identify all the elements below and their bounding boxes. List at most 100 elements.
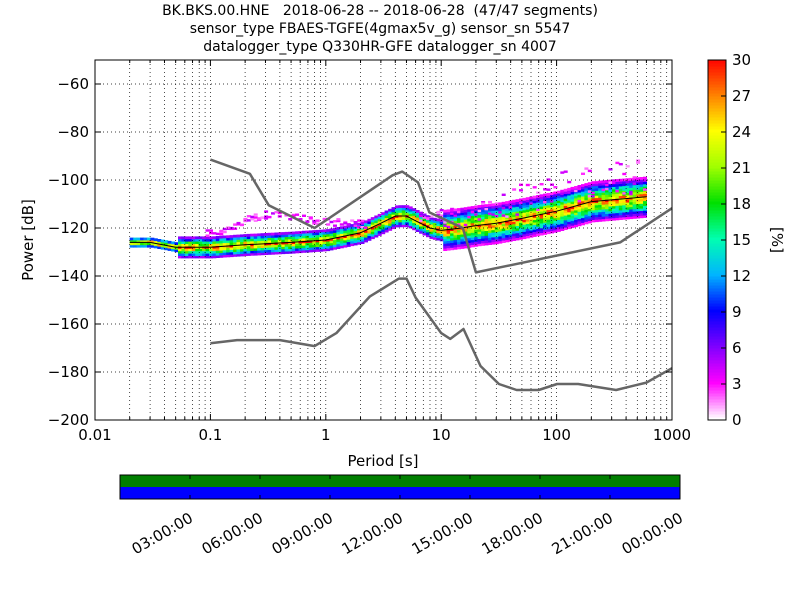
- heatmap-cell: [501, 204, 506, 207]
- heatmap-cell: [257, 245, 262, 249]
- heatmap-cell: [584, 183, 589, 186]
- heatmap-cell: [584, 214, 589, 218]
- heatmap-cell: [443, 214, 448, 218]
- heatmap-cell: [550, 211, 554, 215]
- heatmap-cell: [584, 167, 589, 170]
- heatmap-cell: [587, 203, 592, 207]
- heatmap-cell: [639, 213, 644, 216]
- heatmap-cell: [481, 238, 486, 241]
- heatmap-cell: [222, 249, 227, 253]
- heatmap-cell: [374, 232, 379, 236]
- heatmap-cell: [512, 211, 517, 215]
- heatmap-cell: [629, 177, 634, 181]
- heatmap-cell: [346, 224, 351, 228]
- heatmap-cell: [570, 201, 575, 205]
- heatmap-cell: [360, 234, 365, 237]
- heatmap-cell: [594, 214, 599, 218]
- heatmap-cell: [494, 219, 499, 223]
- heatmap-cell: [229, 239, 234, 243]
- heatmap-cell: [574, 207, 579, 211]
- heatmap-cell: [329, 220, 334, 224]
- heatmap-cell: [233, 223, 238, 226]
- ppsd-heatmap: [129, 159, 647, 259]
- heatmap-cell: [556, 221, 561, 225]
- heatmap-cell: [587, 191, 592, 195]
- heatmap-cell: [488, 208, 492, 212]
- heatmap-cell: [643, 198, 647, 202]
- heatmap-cell: [339, 243, 344, 246]
- heatmap-cell: [505, 229, 510, 233]
- heatmap-cell: [591, 207, 596, 211]
- heatmap-cell: [512, 219, 517, 222]
- colorbar-segment: [708, 180, 726, 184]
- heatmap-cell: [188, 238, 193, 242]
- heatmap-cell: [532, 212, 537, 216]
- heatmap-cell: [401, 205, 406, 208]
- heatmap-cell: [426, 217, 430, 220]
- heatmap-cell: [515, 201, 520, 205]
- heatmap-cell: [577, 200, 582, 203]
- heatmap-cell: [567, 219, 572, 222]
- heatmap-cell: [212, 253, 217, 256]
- heatmap-cell: [560, 213, 565, 217]
- heatmap-cell: [450, 212, 455, 215]
- heatmap-cell: [450, 213, 455, 217]
- heatmap-cell: [274, 234, 279, 238]
- heatmap-cell: [308, 230, 313, 234]
- heatmap-cell: [178, 241, 182, 244]
- heatmap-cell: [519, 234, 523, 238]
- heatmap-cell: [315, 222, 320, 225]
- heatmap-cell: [605, 206, 610, 210]
- heatmap-cell: [467, 240, 472, 243]
- colorbar-segment: [708, 351, 726, 355]
- heatmap-cell: [632, 204, 637, 207]
- heatmap-cell: [326, 241, 331, 244]
- heatmap-cell: [408, 218, 413, 222]
- heatmap-cell: [236, 253, 241, 257]
- heatmap-cell: [563, 196, 568, 199]
- heatmap-cell: [539, 215, 544, 219]
- heatmap-cell: [501, 218, 506, 222]
- heatmap-cell: [484, 221, 489, 224]
- heatmap-cell: [264, 237, 269, 241]
- colorbar-segment: [708, 411, 726, 415]
- heatmap-cell: [460, 212, 465, 216]
- heatmap-cell: [512, 226, 517, 229]
- heatmap-cell: [560, 209, 565, 212]
- heatmap-cell: [553, 196, 558, 200]
- heatmap-cell: [498, 211, 503, 214]
- heatmap-cell: [450, 240, 455, 243]
- heatmap-cell: [450, 225, 455, 229]
- colorbar-segment: [708, 222, 726, 226]
- colorbar-segment: [708, 63, 726, 67]
- colorbar-segment: [708, 315, 726, 319]
- heatmap-cell: [401, 217, 406, 220]
- heatmap-cell: [484, 230, 489, 234]
- heatmap-cell: [439, 214, 444, 217]
- heatmap-cell: [374, 220, 379, 224]
- heatmap-cell: [129, 244, 134, 248]
- heatmap-cell: [377, 230, 382, 234]
- heatmap-cell: [481, 228, 486, 232]
- heatmap-cell: [457, 234, 461, 238]
- colorbar-segment: [708, 390, 726, 394]
- heatmap-cell: [395, 212, 399, 216]
- heatmap-cell: [450, 218, 455, 222]
- heatmap-cell: [629, 194, 634, 198]
- heatmap-cell: [267, 240, 272, 243]
- heatmap-cell: [243, 234, 248, 237]
- heatmap-cell: [429, 233, 434, 237]
- heatmap-cell: [164, 240, 169, 243]
- heatmap-cell: [570, 218, 575, 221]
- heatmap-cell: [622, 178, 627, 182]
- heatmap-cell: [333, 244, 337, 248]
- y-tick-label: −180: [48, 363, 89, 381]
- heatmap-cell: [246, 236, 251, 240]
- heatmap-cell: [581, 188, 585, 192]
- heatmap-cell: [546, 188, 551, 191]
- heatmap-cell: [215, 232, 220, 236]
- heatmap-cell: [525, 202, 530, 205]
- heatmap-cell: [556, 226, 561, 230]
- heatmap-cell: [574, 219, 579, 223]
- heatmap-cell: [570, 222, 575, 226]
